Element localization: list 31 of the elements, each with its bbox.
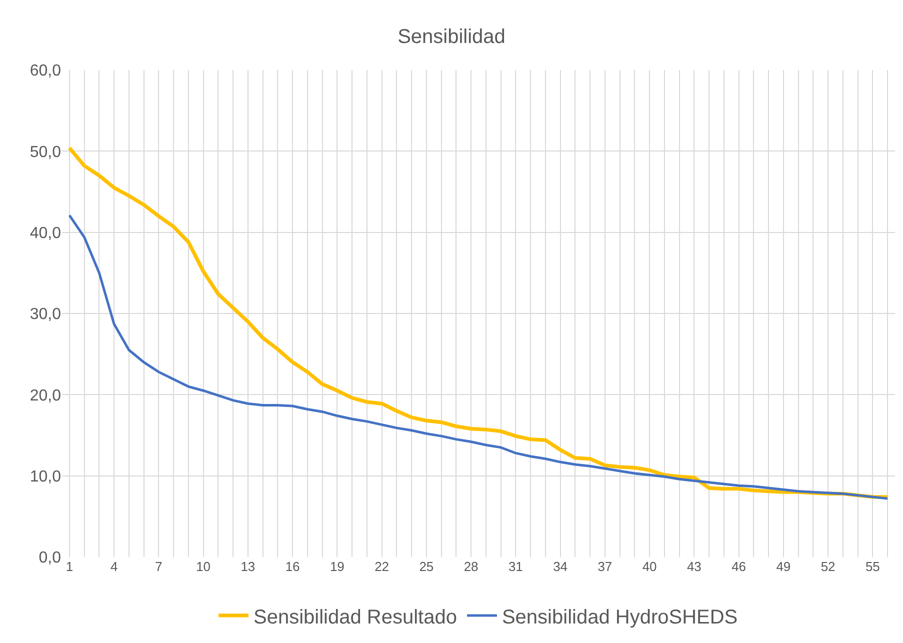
x-tick-label: 40 — [642, 559, 657, 574]
x-tick-label: 43 — [686, 559, 702, 574]
x-tick-label: 52 — [820, 559, 836, 574]
x-tick-label: 31 — [508, 559, 523, 574]
legend-label: Sensibilidad HydroSHEDS — [502, 606, 738, 628]
x-tick-label: 13 — [240, 559, 256, 574]
line-series — [68, 214, 889, 500]
x-tick-label: 34 — [553, 559, 568, 574]
x-tick-label: 37 — [598, 559, 612, 574]
x-tick-label: 28 — [464, 559, 478, 574]
y-tick-label: 40,0 — [30, 224, 62, 242]
x-tick-label: 49 — [776, 559, 791, 574]
x-tick-label: 10 — [196, 559, 211, 574]
x-tick-label: 22 — [374, 559, 390, 574]
y-tick-label: 30,0 — [30, 306, 62, 324]
line-series — [68, 146, 890, 499]
x-tick-label: 4 — [110, 559, 118, 574]
y-tick-label: 0,0 — [38, 550, 62, 567]
legend-label: Sensibilidad Resultado — [254, 606, 457, 628]
y-tick-label: 50,0 — [30, 144, 62, 161]
y-tick-label: 20,0 — [30, 387, 62, 404]
x-tick-label: 1 — [66, 559, 74, 574]
x-tick-label: 16 — [285, 559, 300, 574]
y-tick-label: 60,0 — [30, 62, 62, 80]
x-tick-label: 55 — [865, 559, 880, 574]
y-tick-label: 10,0 — [30, 468, 62, 486]
x-tick-label: 25 — [419, 559, 434, 574]
x-tick-label: 19 — [330, 559, 344, 574]
chart-title: Sensibilidad — [398, 26, 506, 48]
x-tick-label: 7 — [155, 559, 162, 574]
x-tick-label: 46 — [732, 559, 746, 574]
